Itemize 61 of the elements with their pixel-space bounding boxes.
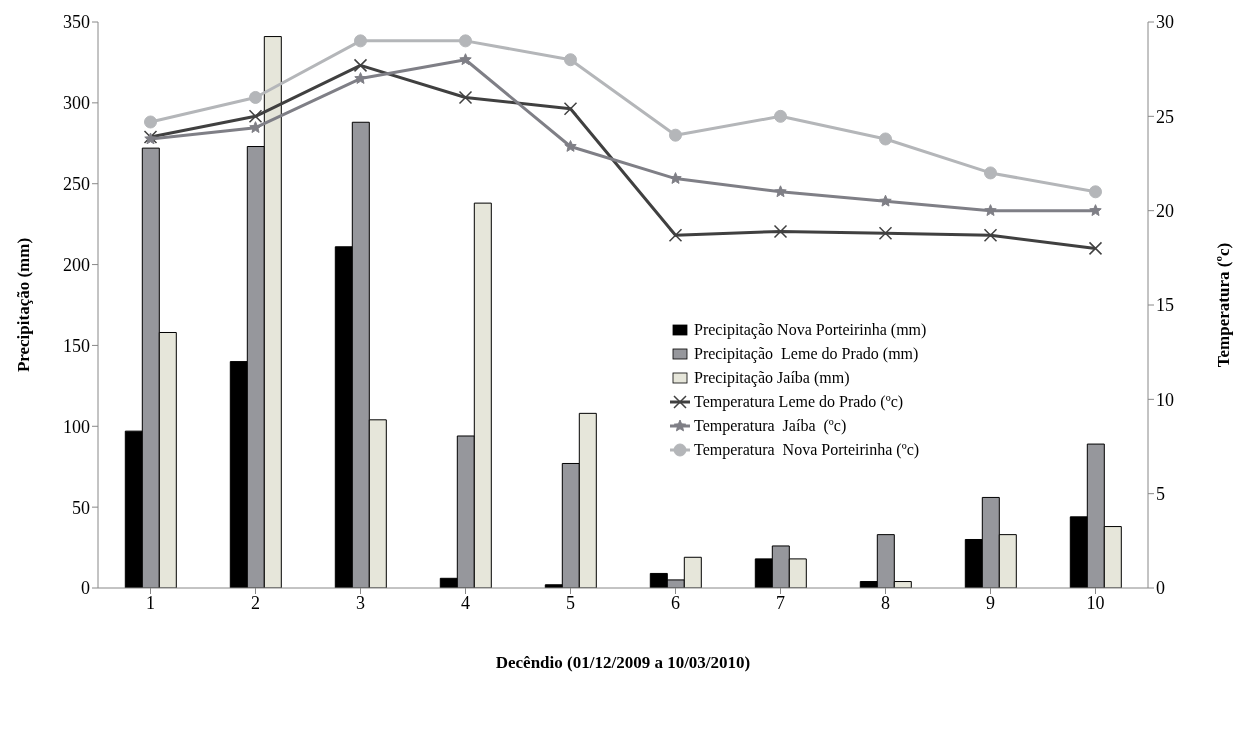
x-axis-title: Decêndio (01/12/2009 a 10/03/2010)	[495, 653, 751, 672]
point	[773, 224, 788, 239]
point	[668, 228, 683, 242]
point	[564, 53, 577, 67]
y-tick-label: 250	[63, 174, 90, 195]
x-tick-label: 3	[356, 592, 365, 613]
x-tick-label: 4	[461, 592, 470, 613]
x-tick-label: 7	[776, 592, 785, 613]
y-tick-label: 0	[81, 578, 90, 599]
legend-label: Precipitação Leme do Prado (mm)	[694, 344, 919, 365]
y2-tick-label: 30	[1156, 12, 1174, 33]
point	[249, 90, 262, 104]
point	[248, 109, 263, 124]
point	[144, 115, 157, 129]
x-tick-label: 5	[566, 592, 575, 613]
y-tick-label: 200	[63, 254, 90, 275]
y2-tick-label: 0	[1156, 578, 1165, 599]
legend-label: Temperatura Jaíba (ºc)	[694, 416, 847, 437]
y2-axis-title: Temperatura (ºc)	[1214, 242, 1234, 368]
point	[459, 53, 472, 66]
y-axis-title: Precipitação (mm)	[14, 237, 34, 373]
point	[458, 90, 473, 105]
legend-label: Precipitação Jaíba (mm)	[694, 368, 850, 389]
y-tick-label: 300	[63, 93, 90, 114]
x-tick-label: 1	[146, 592, 155, 613]
legend-label: Temperatura Nova Porteirinha (ºc)	[694, 440, 920, 461]
y2-tick-label: 25	[1156, 106, 1174, 127]
x-tick-label: 6	[671, 592, 680, 613]
point	[878, 226, 893, 241]
point	[774, 185, 787, 198]
y2-tick-label: 5	[1156, 484, 1165, 505]
point	[1089, 185, 1102, 199]
y2-tick-label: 20	[1156, 201, 1174, 222]
x-tick-label: 9	[986, 592, 995, 613]
point	[984, 204, 997, 217]
point	[353, 58, 368, 73]
point	[1089, 204, 1102, 217]
point	[563, 102, 578, 116]
y2-tick-label: 10	[1156, 389, 1174, 410]
y-tick-label: 100	[63, 416, 90, 437]
point	[354, 34, 367, 48]
point	[669, 128, 682, 142]
point	[1088, 241, 1103, 256]
point	[774, 109, 787, 123]
y2-tick-label: 15	[1156, 295, 1174, 316]
point	[249, 121, 262, 134]
x-tick-label: 8	[881, 592, 890, 613]
point	[879, 194, 892, 207]
point	[879, 132, 892, 146]
point	[983, 228, 998, 242]
point	[459, 34, 472, 48]
x-tick-label: 10	[1086, 592, 1105, 613]
legend-label: Temperatura Leme do Prado (ºc)	[694, 392, 904, 413]
point	[564, 140, 577, 152]
point	[984, 166, 997, 180]
legend-label: Precipitação Nova Porteirinha (mm)	[694, 320, 927, 341]
y-tick-label: 50	[72, 497, 90, 518]
x-tick-label: 2	[251, 592, 260, 613]
y-tick-label: 150	[63, 335, 90, 356]
y-tick-label: 350	[63, 12, 90, 33]
point	[354, 72, 367, 84]
